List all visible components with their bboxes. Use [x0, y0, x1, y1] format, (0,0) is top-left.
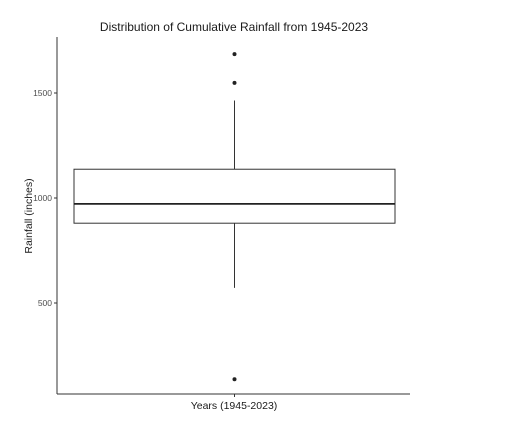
y-tick-label-1500: 1500 [33, 88, 52, 98]
chart-title: Distribution of Cumulative Rainfall from… [100, 20, 368, 34]
outlier-point-3 [232, 377, 237, 382]
y-tick-label-1000: 1000 [33, 193, 52, 203]
y-tick-label-500: 500 [38, 298, 52, 308]
x-axis-label: Years (1945-2023) [191, 400, 278, 412]
y-axis-label: Rainfall (inches) [23, 178, 35, 253]
outlier-point-2 [232, 80, 237, 85]
plot-area: 500 1000 1500 [33, 37, 410, 397]
outlier-point-1 [232, 52, 237, 57]
iqr-box [73, 168, 396, 224]
